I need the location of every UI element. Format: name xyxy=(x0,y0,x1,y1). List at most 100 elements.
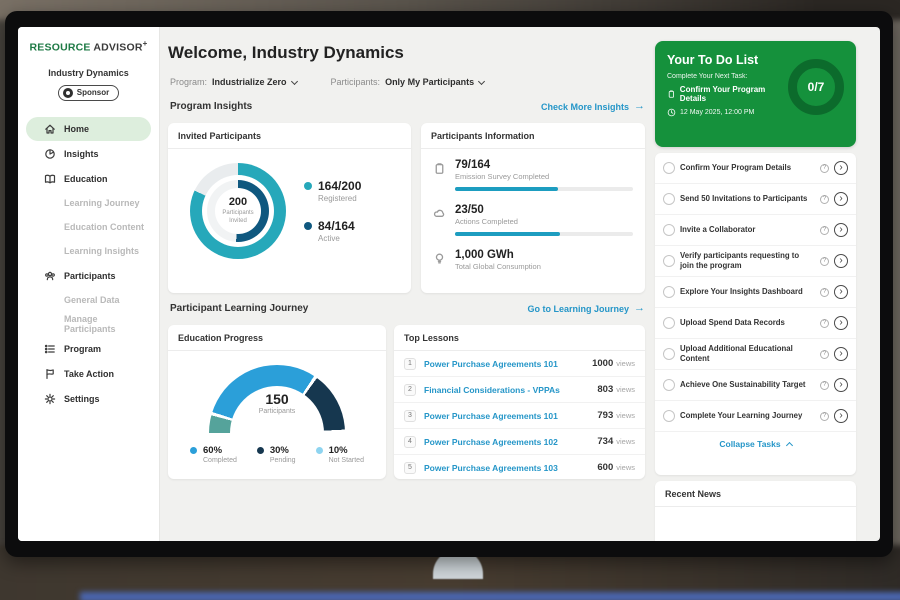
lesson-rank: 5 xyxy=(404,461,416,474)
brand-part1: RESOURCE xyxy=(29,41,91,54)
invited-participants-card: Invited Participants 200 Participants In… xyxy=(168,123,411,293)
donut-legend: 164/200 Registered 84/164 Active xyxy=(304,179,361,243)
chevron-right-icon[interactable]: › xyxy=(834,223,848,237)
task-row[interactable]: Complete Your Learning Journey ? › xyxy=(655,401,856,432)
lesson-views: 793 xyxy=(597,410,614,421)
collapse-tasks-link[interactable]: Collapse Tasks xyxy=(655,432,856,456)
task-row[interactable]: Upload Additional Educational Content ? … xyxy=(655,339,856,370)
task-checkbox[interactable] xyxy=(663,255,675,267)
task-row[interactable]: Send 50 Invitations to Participants ? › xyxy=(655,184,856,215)
page-title: Welcome, Industry Dynamics xyxy=(168,43,404,62)
clipboard-icon xyxy=(668,90,675,98)
lesson-row: 2 Financial Considerations - VPPAs 803 v… xyxy=(394,377,645,403)
task-row[interactable]: Invite a Collaborator ? › xyxy=(655,215,856,246)
todo-progress-value: 0/7 xyxy=(807,80,825,94)
sidebar-item-label: Education xyxy=(64,173,108,184)
chevron-right-icon[interactable]: › xyxy=(834,316,848,330)
chevron-right-icon[interactable]: › xyxy=(834,285,848,299)
legend-item-active: 84/164 Active xyxy=(304,219,361,243)
sponsor-badge[interactable]: Sponsor xyxy=(57,84,120,101)
sidebar-item-settings[interactable]: Settings xyxy=(26,387,151,411)
task-row[interactable]: Explore Your Insights Dashboard ? › xyxy=(655,277,856,308)
info-icon[interactable]: ? xyxy=(820,256,829,266)
lesson-link[interactable]: Power Purchase Agreements 101 xyxy=(424,410,558,421)
link-label: Check More Insights xyxy=(540,101,629,112)
legend-label: Completed xyxy=(203,457,237,464)
program-filter-label: Program: xyxy=(170,77,208,87)
lightbulb-icon xyxy=(435,253,444,264)
task-row[interactable]: Achieve One Sustainability Target ? › xyxy=(655,370,856,401)
task-row[interactable]: Upload Spend Data Records ? › xyxy=(655,308,856,339)
task-label: Complete Your Learning Journey xyxy=(680,410,803,420)
lesson-views-suffix: views xyxy=(616,411,635,420)
chevron-right-icon[interactable]: › xyxy=(834,347,848,361)
lesson-row: 4 Power Purchase Agreements 102 734 view… xyxy=(394,429,645,455)
sidebar-item-manage-participants[interactable]: Manage Participants xyxy=(26,313,151,336)
sidebar-item-home[interactable]: Home xyxy=(26,116,151,141)
clock-icon xyxy=(667,108,676,117)
lesson-link[interactable]: Financial Considerations - VPPAs xyxy=(424,384,560,395)
task-checkbox[interactable] xyxy=(663,348,675,360)
participants-icon xyxy=(45,271,55,280)
sidebar-item-general-data[interactable]: General Data xyxy=(26,289,151,312)
sidebar-item-learning-journey[interactable]: Learning Journey xyxy=(26,192,151,215)
sidebar-item-education[interactable]: Education xyxy=(26,167,151,191)
sidebar-item-program[interactable]: Program xyxy=(26,337,151,361)
chevron-right-icon[interactable]: › xyxy=(834,254,848,268)
legend-label: Registered xyxy=(318,194,357,203)
sidebar-item-learning-insights[interactable]: Learning Insights xyxy=(26,240,151,263)
sidebar-item-take-action[interactable]: Take Action xyxy=(26,362,151,386)
task-label: Send 50 Invitations to Participants xyxy=(680,193,808,203)
invited-participants-donut: 200 Participants Invited xyxy=(190,163,286,259)
card-title: Top Lessons xyxy=(394,325,645,351)
brand-part2: ADVISOR xyxy=(93,41,143,54)
info-icon[interactable]: ? xyxy=(820,380,829,390)
task-row[interactable]: Confirm Your Program Details ? › xyxy=(655,153,856,184)
sidebar-item-insights[interactable]: Insights xyxy=(26,142,151,166)
task-label: Upload Spend Data Records xyxy=(680,317,785,327)
task-row[interactable]: Verify participants requesting to join t… xyxy=(655,246,856,277)
chevron-right-icon[interactable]: › xyxy=(834,378,848,392)
legend-dot xyxy=(190,447,197,454)
lesson-link[interactable]: Power Purchase Agreements 101 xyxy=(424,358,558,369)
education-progress-gauge: 150 Participants xyxy=(209,365,345,433)
go-to-learning-journey-link[interactable]: Go to Learning Journey → xyxy=(527,303,645,314)
program-filter[interactable]: Program: Industrialize Zero xyxy=(170,77,298,87)
chevron-right-icon[interactable]: › xyxy=(834,192,848,206)
task-checkbox[interactable] xyxy=(663,224,675,236)
info-icon[interactable]: ? xyxy=(820,318,829,328)
lesson-link[interactable]: Power Purchase Agreements 102 xyxy=(424,436,558,447)
chevron-right-icon[interactable]: › xyxy=(834,161,848,175)
info-icon[interactable]: ? xyxy=(820,349,829,359)
task-checkbox[interactable] xyxy=(663,379,675,391)
chevron-right-icon[interactable]: › xyxy=(834,409,848,423)
participants-information-card: Participants Information 79/164 Emission… xyxy=(421,123,645,293)
info-icon[interactable]: ? xyxy=(820,163,829,173)
participants-filter[interactable]: Participants: Only My Participants xyxy=(331,77,486,87)
task-checkbox[interactable] xyxy=(663,286,675,298)
sidebar-item-participants[interactable]: Participants xyxy=(26,264,151,288)
legend-item-not-started: 10% Not Started xyxy=(315,445,364,464)
lesson-views-suffix: views xyxy=(616,437,635,446)
legend-value: 30% xyxy=(269,445,289,456)
education-icon xyxy=(44,174,56,183)
link-label: Go to Learning Journey xyxy=(527,303,629,314)
info-icon[interactable]: ? xyxy=(820,287,829,297)
task-checkbox[interactable] xyxy=(663,317,675,329)
lesson-link[interactable]: Power Purchase Agreements 103 xyxy=(424,462,558,473)
task-label: Confirm Your Program Details xyxy=(680,162,792,172)
filter-bar: Program: Industrialize Zero Participants… xyxy=(170,77,486,87)
legend-dot xyxy=(256,447,264,454)
check-more-insights-link[interactable]: Check More Insights → xyxy=(541,101,645,112)
progress-fill xyxy=(455,187,559,191)
sidebar-item-education-content[interactable]: Education Content xyxy=(26,216,151,239)
task-checkbox[interactable] xyxy=(663,193,675,205)
learning-journey-title: Participant Learning Journey xyxy=(170,303,309,314)
task-checkbox[interactable] xyxy=(663,410,675,422)
chevron-down-icon xyxy=(290,77,298,85)
task-checkbox[interactable] xyxy=(663,162,675,174)
info-icon[interactable]: ? xyxy=(820,194,829,204)
stat-emission-survey: 79/164 Emission Survey Completed xyxy=(433,159,633,191)
info-icon[interactable]: ? xyxy=(820,411,829,421)
info-icon[interactable]: ? xyxy=(820,225,829,235)
